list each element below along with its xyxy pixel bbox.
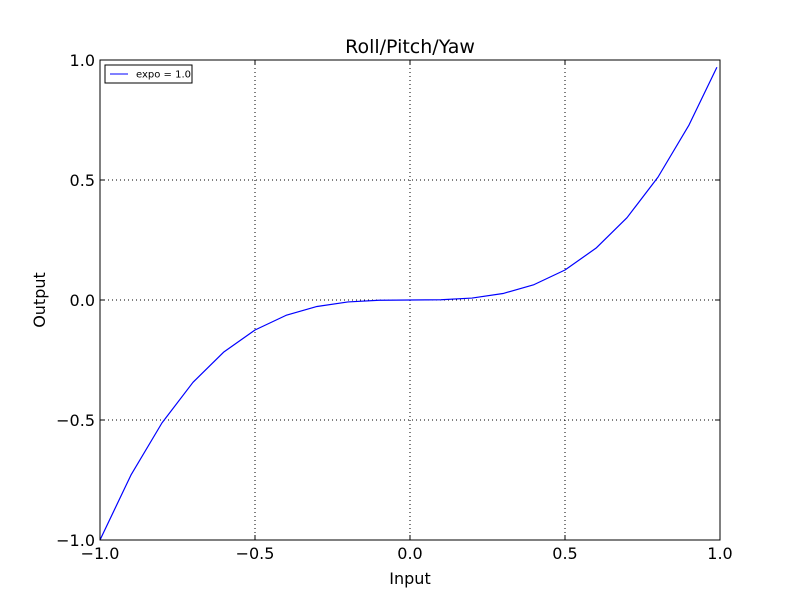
legend: expo = 1.0 xyxy=(104,64,193,84)
y-axis-label: Output xyxy=(30,272,49,328)
x-tick-label: −1.0 xyxy=(81,544,120,563)
chart-title: Roll/Pitch/Yaw xyxy=(345,36,475,58)
legend-box xyxy=(104,64,193,84)
y-tick-label: 0.5 xyxy=(70,171,95,190)
series-layer xyxy=(99,66,718,541)
x-tick-label: 0.5 xyxy=(552,544,577,563)
x-axis-label: Input xyxy=(389,569,430,588)
y-tick-label: −1.0 xyxy=(56,531,95,550)
y-tick-label: 1.0 xyxy=(70,51,95,70)
ticks: −1.0 −0.5 0.0 0.5 1.0 −1.0 −0.5 0.0 0.5 1.0 xyxy=(56,51,733,563)
x-tick-label: 1.0 xyxy=(707,544,732,563)
series-line xyxy=(99,66,718,541)
x-tick-label: −0.5 xyxy=(236,544,275,563)
y-tick-label: 0.0 xyxy=(70,291,95,310)
legend-label: expo = 1.0 xyxy=(136,70,191,81)
x-tick-label: 0.0 xyxy=(397,544,422,563)
y-tick-label: −0.5 xyxy=(56,411,95,430)
